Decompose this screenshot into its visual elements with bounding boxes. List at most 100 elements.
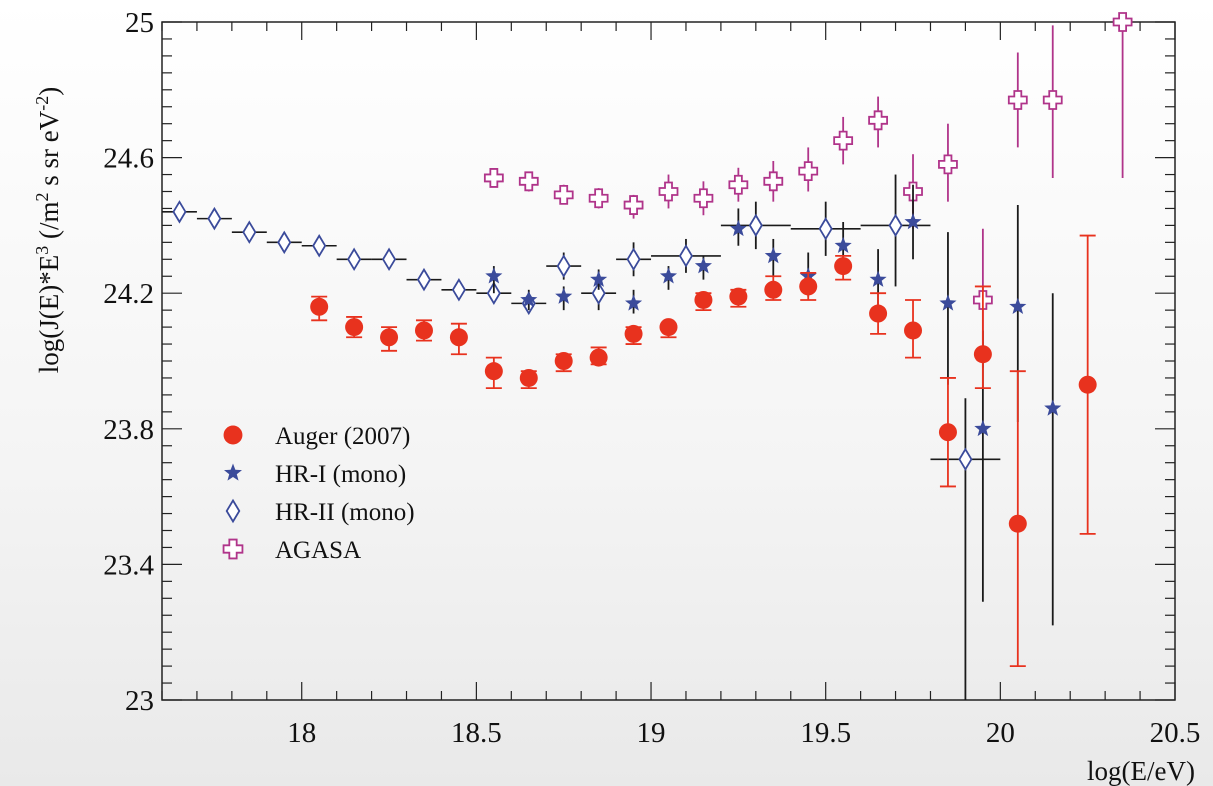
marker-star xyxy=(694,257,712,274)
legend-label: AGASA xyxy=(275,537,361,564)
y-tick-label: 25 xyxy=(125,7,154,39)
marker-star xyxy=(659,267,678,284)
marker-diamond xyxy=(556,254,571,278)
marker-star xyxy=(224,463,242,481)
marker-star xyxy=(904,213,922,230)
plot-frame xyxy=(161,21,1176,701)
marker-diamond xyxy=(451,278,466,302)
marker-circle xyxy=(938,423,957,442)
marker-star xyxy=(764,246,782,264)
x-tick-label: 18.5 xyxy=(451,717,502,749)
marker-circle xyxy=(659,318,678,337)
marker-diamond xyxy=(277,230,292,255)
marker-cross xyxy=(728,174,749,195)
marker-diamond xyxy=(172,200,187,224)
series-hr2 xyxy=(162,174,1001,700)
marker-circle xyxy=(799,277,818,296)
marker-cross xyxy=(483,168,504,188)
marker-star xyxy=(834,236,852,254)
marker-cross xyxy=(518,171,539,192)
marker-circle xyxy=(310,297,329,316)
marker-star xyxy=(625,294,643,311)
x-tick-label: 19.5 xyxy=(800,717,851,749)
marker-diamond xyxy=(748,213,763,238)
marker-circle xyxy=(380,328,399,347)
x-tick-label: 18 xyxy=(287,717,316,749)
series-auger xyxy=(310,234,1097,667)
marker-star xyxy=(939,294,957,311)
marker-cross xyxy=(868,110,888,131)
x-tick-label: 20.5 xyxy=(1150,717,1201,749)
marker-star xyxy=(974,419,992,437)
marker-diamond xyxy=(958,447,973,472)
marker-diamond xyxy=(416,267,432,292)
marker-diamond xyxy=(888,213,903,238)
marker-cross xyxy=(222,538,244,560)
marker-circle xyxy=(904,321,923,340)
marker-cross xyxy=(938,154,958,175)
x-tick-label: 19 xyxy=(637,717,666,749)
x-tick-label: 20 xyxy=(986,717,1015,749)
marker-circle xyxy=(729,287,748,306)
legend-label: HR-II (mono) xyxy=(275,499,415,526)
marker-circle xyxy=(519,368,538,387)
marker-cross xyxy=(1042,90,1063,110)
marker-circle xyxy=(869,304,888,323)
series-agasa xyxy=(483,12,1133,368)
marker-circle xyxy=(414,321,433,340)
y-tick-label: 23.4 xyxy=(103,549,154,581)
marker-circle xyxy=(764,280,783,299)
marker-diamond xyxy=(225,498,241,524)
legend: Auger (2007) HR-I (mono) HR-II (mono) AGASA xyxy=(222,423,415,564)
y-tick-label: 24.2 xyxy=(103,278,154,310)
marker-circle xyxy=(345,318,364,337)
legend-label: HR-I (mono) xyxy=(275,461,406,488)
marker-cross xyxy=(658,181,679,202)
marker-diamond xyxy=(312,233,327,258)
marker-cross xyxy=(1007,90,1028,110)
y-tick-label: 23.8 xyxy=(103,414,154,446)
marker-circle xyxy=(554,352,573,370)
marker-diamond xyxy=(591,281,606,305)
marker-star xyxy=(869,270,887,287)
marker-diamond xyxy=(678,244,694,268)
marker-cross xyxy=(623,195,644,215)
marker-cross xyxy=(693,188,714,209)
marker-diamond xyxy=(626,247,641,272)
marker-cross xyxy=(1112,12,1133,32)
marker-cross xyxy=(798,161,819,182)
legend-hr1: HR-I (mono) xyxy=(224,461,406,488)
legend-hr2: HR-II (mono) xyxy=(225,498,415,526)
marker-diamond xyxy=(242,220,257,244)
marker-circle xyxy=(589,348,608,367)
x-axis-title: log(E/eV) xyxy=(1087,756,1195,786)
marker-circle xyxy=(624,324,643,343)
marker-diamond xyxy=(347,247,362,272)
data-series xyxy=(162,12,1133,700)
marker-cross xyxy=(763,171,784,192)
marker-cross xyxy=(553,184,574,205)
plot-area xyxy=(161,21,1176,701)
marker-star xyxy=(520,290,538,308)
marker-circle xyxy=(1008,514,1027,533)
marker-star xyxy=(729,219,747,237)
marker-circle xyxy=(694,290,713,309)
axis-ticks xyxy=(161,21,1176,701)
marker-circle xyxy=(834,257,853,276)
marker-star xyxy=(1009,297,1027,315)
marker-diamond xyxy=(382,247,397,272)
marker-cross xyxy=(588,188,609,209)
marker-star xyxy=(590,270,608,287)
marker-circle xyxy=(223,425,243,445)
marker-star xyxy=(555,287,573,304)
y-axis-title: log(J(E)*E3 (/m2 s sr eV-2) xyxy=(32,87,64,373)
tick-labels: 18 18.5 19 19.5 20 20.5 23 23.4 23.8 24.2 24.6 25 xyxy=(103,7,1200,749)
legend-auger: Auger (2007) xyxy=(223,423,410,450)
marker-circle xyxy=(973,345,992,364)
marker-star xyxy=(1044,399,1062,416)
marker-diamond xyxy=(207,206,222,231)
marker-star xyxy=(485,267,503,284)
marker-diamond xyxy=(818,217,833,241)
legend-label: Auger (2007) xyxy=(275,423,410,450)
